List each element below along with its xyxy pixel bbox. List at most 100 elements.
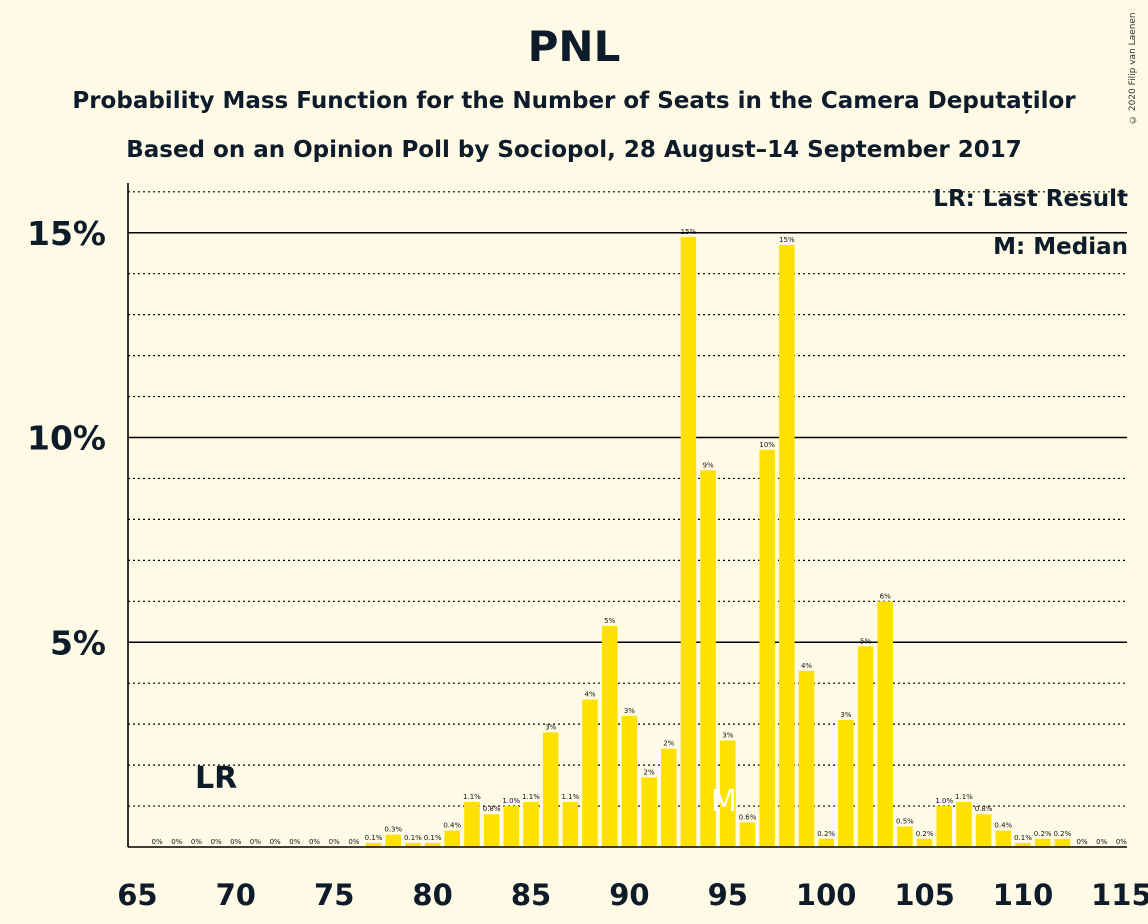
legend-median: M: Median — [993, 234, 1128, 260]
bar-label-111: 0.2% — [1034, 830, 1052, 838]
bar-label-82: 1.1% — [463, 793, 481, 801]
bar-label-75: 0% — [329, 838, 340, 846]
bar-100 — [818, 838, 834, 847]
bar-label-81: 0.4% — [443, 822, 461, 830]
markers-group: LR M — [195, 761, 737, 819]
bar-label-104: 0.5% — [896, 818, 914, 826]
x-tick-label-115: 115 — [1091, 878, 1148, 912]
bar-109 — [995, 830, 1012, 847]
bar-98 — [779, 245, 795, 847]
axes-group: 65 70 75 80 85 90 95 100 105 110 115 5% 10% 15% — [27, 183, 1148, 912]
x-tick-label-110: 110 — [993, 878, 1054, 912]
bar-108 — [975, 814, 992, 847]
bar-label-86: 3% — [545, 723, 556, 731]
bar-110 — [1015, 842, 1031, 847]
bar-label-68: 0% — [191, 838, 202, 846]
bar-label-114: 0% — [1096, 838, 1107, 846]
bar-label-106: 1.0% — [935, 797, 953, 805]
bar-89 — [601, 625, 618, 847]
bar-104 — [897, 826, 913, 847]
y-tick-label-10: 10% — [27, 419, 106, 458]
bar-97 — [759, 449, 775, 847]
bar-83 — [483, 814, 500, 847]
bar-label-103: 6% — [880, 592, 891, 600]
bar-85 — [523, 801, 539, 847]
bar-label-85: 1.1% — [522, 793, 540, 801]
bar-label-97: 10% — [759, 441, 775, 449]
bar-label-94: 9% — [703, 461, 714, 469]
x-tick-label-65: 65 — [117, 878, 157, 912]
bar-90 — [621, 715, 638, 847]
bar-label-109: 0.4% — [994, 822, 1012, 830]
x-tick-label-80: 80 — [412, 878, 452, 912]
chart-title: PNL — [527, 22, 621, 71]
bar-99 — [798, 670, 815, 847]
bar-label-91: 2% — [644, 768, 655, 776]
bar-label-84: 1.0% — [502, 797, 520, 805]
bar-label-101: 3% — [840, 711, 851, 719]
bar-label-74: 0% — [309, 838, 320, 846]
bar-91 — [641, 777, 657, 847]
chart-subtitle-source: Based on an Opinion Poll by Sociopol, 28… — [126, 137, 1022, 163]
bar-82 — [464, 801, 480, 847]
bar-87 — [562, 801, 579, 847]
bar-102 — [857, 646, 874, 847]
bar-label-93: 15% — [681, 228, 697, 236]
bar-label-92: 2% — [663, 740, 674, 748]
bar-106 — [936, 806, 953, 847]
grid-lines — [128, 191, 1127, 807]
bar-101 — [838, 720, 854, 847]
bar-label-73: 0% — [289, 838, 300, 846]
x-tick-label-75: 75 — [314, 878, 354, 912]
median-marker: M — [711, 784, 737, 819]
x-tick-label-70: 70 — [216, 878, 256, 912]
bar-label-107: 1.1% — [955, 793, 973, 801]
bar-81 — [444, 830, 461, 847]
bar-84 — [503, 806, 520, 847]
bar-93 — [680, 236, 697, 848]
bar-105 — [916, 838, 933, 847]
x-tick-label-95: 95 — [708, 878, 748, 912]
y-tick-label-15: 15% — [27, 214, 106, 253]
bar-label-115: 0% — [1116, 838, 1127, 846]
bar-label-108: 0.8% — [975, 805, 993, 813]
bar-111 — [1034, 838, 1051, 847]
bars-group — [365, 236, 1071, 848]
y-tick-label-5: 5% — [50, 623, 106, 662]
bar-label-77: 0.1% — [365, 834, 383, 842]
bar-label-96: 0.6% — [739, 813, 757, 821]
x-tick-label-90: 90 — [609, 878, 649, 912]
bar-label-99: 4% — [801, 662, 812, 670]
bar-80 — [424, 842, 441, 847]
bar-86 — [542, 732, 559, 847]
bar-label-87: 1.1% — [561, 793, 579, 801]
bar-label-102: 5% — [860, 637, 871, 645]
bar-112 — [1054, 838, 1071, 847]
bar-label-88: 4% — [584, 691, 595, 699]
bar-label-76: 0% — [348, 838, 359, 846]
last-result-marker: LR — [195, 761, 237, 796]
legend-last-result: LR: Last Result — [933, 186, 1128, 212]
bar-label-66: 0% — [152, 838, 163, 846]
bar-label-105: 0.2% — [916, 830, 934, 838]
bar-78 — [385, 834, 401, 847]
bar-label-112: 0.2% — [1053, 830, 1071, 838]
chart-subtitle: Probability Mass Function for the Number… — [72, 88, 1076, 114]
bar-labels-group: 0% 0% 0% 0% 0% 0% 0% 0% 0% 0% 0%0.1%0.3%0.1% 0.1%0.… — [152, 228, 1128, 846]
bar-label-79: 0.1% — [404, 834, 422, 842]
bar-label-89: 5% — [604, 617, 615, 625]
bar-label-98: 15% — [779, 236, 795, 244]
bar-96 — [739, 822, 756, 847]
bar-79 — [405, 842, 421, 847]
bar-95 — [720, 740, 736, 847]
bar-107 — [956, 801, 972, 847]
x-tick-label-100: 100 — [796, 878, 857, 912]
bar-label-69: 0% — [211, 838, 222, 846]
bar-label-113: 0% — [1076, 838, 1087, 846]
bar-92 — [661, 748, 677, 847]
bar-label-70: 0% — [230, 838, 241, 846]
bar-label-67: 0% — [171, 838, 182, 846]
bar-77 — [365, 842, 382, 847]
bar-94 — [700, 470, 716, 847]
